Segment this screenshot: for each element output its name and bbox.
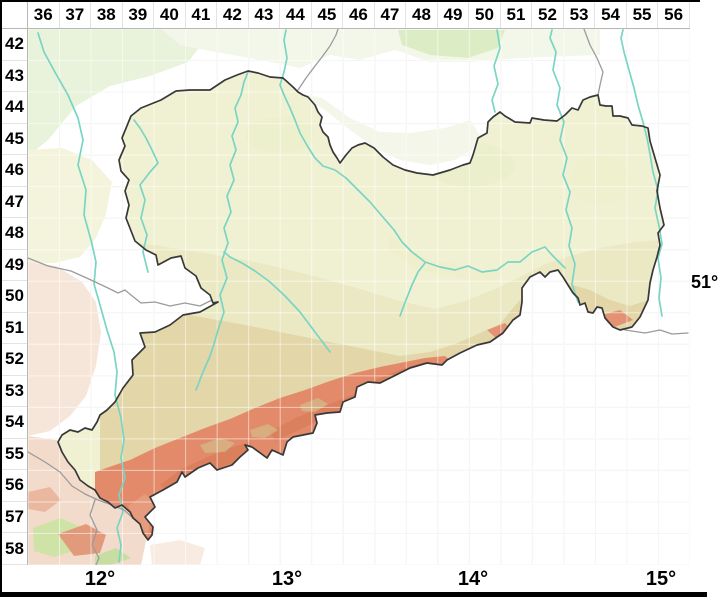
row-header-48[interactable]: 48 xyxy=(2,218,27,250)
outer-borders-layer xyxy=(28,29,689,565)
river-elbe xyxy=(279,29,566,273)
border-bavaria-thuringia xyxy=(28,451,134,519)
river-pleisse xyxy=(133,119,159,273)
border-czech-poland xyxy=(624,329,689,335)
border-brandenburg-poland xyxy=(583,29,604,96)
river-weisseritz xyxy=(399,262,426,317)
longitude-label-15: 15° xyxy=(645,568,677,590)
frame-top xyxy=(0,0,700,2)
col-header-49[interactable]: 49 xyxy=(437,2,470,28)
row-header-56[interactable]: 56 xyxy=(2,470,27,502)
row-header-42[interactable]: 42 xyxy=(2,29,27,61)
row-header-50[interactable]: 50 xyxy=(2,281,27,313)
row-header-58[interactable]: 58 xyxy=(2,533,27,565)
col-header-56[interactable]: 56 xyxy=(658,2,690,28)
river-schwarze-elster xyxy=(491,29,501,113)
col-header-44[interactable]: 44 xyxy=(280,2,312,28)
column-header-row: 36 37 38 39 40 41 42 43 44 45 46 47 48 49 50 51 52 53 54 55… xyxy=(28,2,690,28)
grid-overlay xyxy=(28,29,690,565)
col-header-45[interactable]: 45 xyxy=(311,2,344,28)
col-header-52[interactable]: 52 xyxy=(532,2,564,28)
river-spree xyxy=(549,29,579,303)
col-header-53[interactable]: 53 xyxy=(563,2,596,28)
saxony-border xyxy=(57,70,665,541)
row-header-43[interactable]: 43 xyxy=(2,60,27,93)
col-header-46[interactable]: 46 xyxy=(343,2,375,28)
river-neisse xyxy=(620,29,663,317)
border-thuringia-anhalt xyxy=(28,257,213,307)
row-header-53[interactable]: 53 xyxy=(2,375,27,408)
river-freiberger-mulde xyxy=(223,251,331,353)
row-header-57[interactable]: 57 xyxy=(2,501,27,534)
col-header-48[interactable]: 48 xyxy=(406,2,438,28)
row-header-column: 42 43 44 45 46 47 48 49 50 51 52 53 54 55 56 57 58 xyxy=(2,29,27,565)
col-header-54[interactable]: 54 xyxy=(595,2,627,28)
col-header-47[interactable]: 47 xyxy=(374,2,407,28)
border-anhalt-brandenburg xyxy=(297,29,339,91)
row-header-44[interactable]: 44 xyxy=(2,92,27,124)
col-header-43[interactable]: 43 xyxy=(248,2,281,28)
col-header-39[interactable]: 39 xyxy=(122,2,155,28)
col-header-50[interactable]: 50 xyxy=(469,2,501,28)
col-header-38[interactable]: 38 xyxy=(91,2,123,28)
row-header-54[interactable]: 54 xyxy=(2,407,27,439)
river-layer xyxy=(37,29,663,563)
row-header-51[interactable]: 51 xyxy=(2,312,27,345)
map-canvas[interactable] xyxy=(28,29,690,565)
col-header-40[interactable]: 40 xyxy=(154,2,186,28)
row-header-45[interactable]: 45 xyxy=(2,123,27,156)
row-header-47[interactable]: 47 xyxy=(2,186,27,219)
col-header-55[interactable]: 55 xyxy=(626,2,659,28)
river-mulde xyxy=(195,71,249,391)
row-header-55[interactable]: 55 xyxy=(2,438,27,471)
row-header-52[interactable]: 52 xyxy=(2,344,27,376)
latitude-label: 51° xyxy=(691,272,719,292)
frame-bottom xyxy=(0,592,707,597)
frame-left xyxy=(0,0,2,597)
col-header-42[interactable]: 42 xyxy=(217,2,249,28)
row-header-49[interactable]: 49 xyxy=(2,249,27,282)
col-header-36[interactable]: 36 xyxy=(28,2,60,28)
river-weisse-elster xyxy=(37,32,126,563)
longitude-label-13: 13° xyxy=(271,568,303,590)
col-header-51[interactable]: 51 xyxy=(500,2,533,28)
col-header-41[interactable]: 41 xyxy=(185,2,218,28)
col-header-37[interactable]: 37 xyxy=(59,2,92,28)
longitude-label-14: 14° xyxy=(457,568,489,590)
border-bavaria-czech xyxy=(89,499,100,565)
row-header-46[interactable]: 46 xyxy=(2,155,27,187)
longitude-label-12: 12° xyxy=(84,568,116,590)
